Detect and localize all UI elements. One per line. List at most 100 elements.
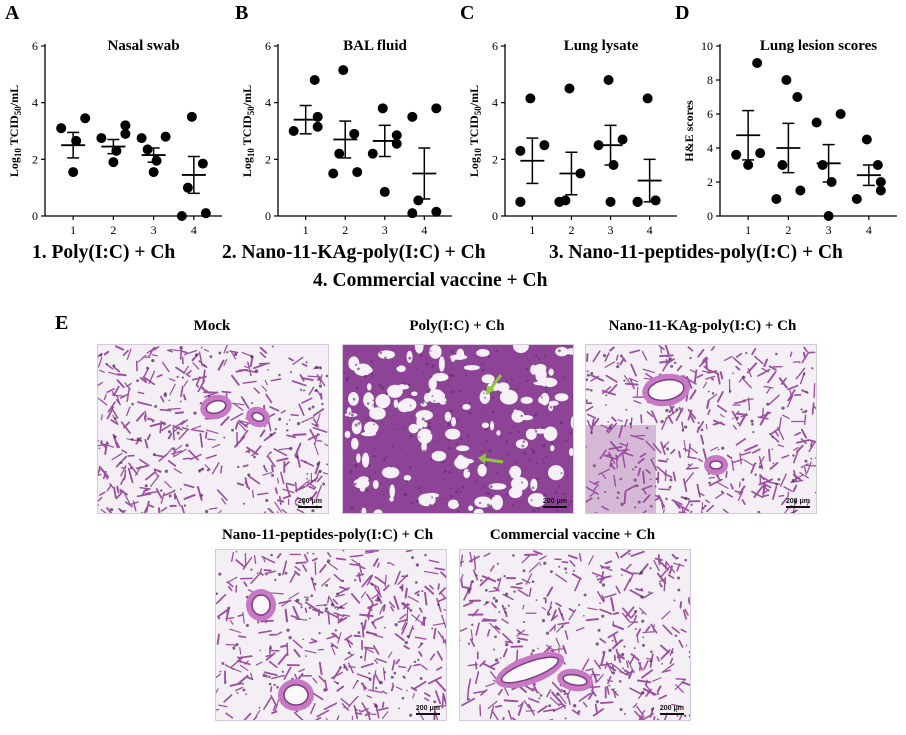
data-point [197,158,208,169]
y-axis-label: Log10 TCID50/mL [7,85,23,177]
x-tick-label: 1 [303,223,309,237]
arrow-icon [486,374,503,395]
data-point [605,196,616,207]
data-point [176,211,187,221]
histology-title-mock: Mock [193,318,231,334]
tissue-texture [216,550,446,720]
x-tick-label: 2 [342,223,348,237]
y-tick-label: 2 [707,175,713,189]
x-tick-label: 2 [110,223,116,237]
chart-title: Lung lysate [564,38,639,54]
data-point [96,133,107,144]
y-tick-label: 6 [32,39,38,53]
histology-image-mock: 200 μm [97,344,329,514]
legend-item-4: 4. Commercial vaccine + Ch [313,270,548,291]
data-point [771,194,782,204]
y-tick-label: 0 [492,209,498,223]
data-point [743,160,754,170]
data-point [431,103,442,114]
histology-image-nano-peptides: 200 μm [215,549,447,721]
data-point [617,134,628,145]
data-point [328,168,339,179]
x-tick-label: 4 [191,223,197,237]
data-point [560,195,571,206]
x-tick-label: 4 [421,223,427,237]
scale-bar: 200 μm [659,705,684,715]
x-tick-label: 1 [745,223,751,237]
data-point [142,144,153,155]
chart-bal-fluid: BAL fluid 0 2 4 6 Log10 TCID50/mL 1 2 3 4 [240,38,452,237]
data-point [200,208,211,219]
x-tick-label: 1 [529,223,535,237]
y-tick-label: 4 [32,96,38,110]
data-point [872,160,883,170]
tissue-background [98,345,328,513]
data-point [817,160,828,170]
histology-title-nano-peptides: Nano-11-peptides-poly(I:C) + Ch [221,527,434,543]
histology-title-nano-kag: Nano-11-KAg-poly(I:C) + Ch [608,318,797,334]
y-tick-label: 4 [265,96,271,110]
airway-structure [278,679,314,711]
data-point [334,148,345,159]
x-tick-label: 3 [151,223,157,237]
data-point [792,92,803,102]
y-axis-label: Log10 TCID50/mL [467,85,483,177]
data-point [182,182,193,193]
y-tick-label: 4 [492,96,498,110]
data-point [349,128,360,139]
tissue-background [216,550,446,720]
data-point [377,103,388,114]
data-point [731,149,742,160]
y-tick-label: 0 [707,209,713,223]
scale-bar: 200 μm [785,498,810,508]
chart-nasal-swab: Nasal swab 0 2 4 6 Log10 TCID50/mL 1 2 3 4 [7,38,222,237]
airway-structure [246,406,270,428]
y-tick-label: 2 [492,152,498,166]
y-tick-label: 0 [265,209,271,223]
data-point [288,126,299,136]
airway-structure [495,651,565,689]
data-point [108,157,119,168]
airway-structure [557,668,593,692]
y-axis-label: Log10 TCID50/mL [240,85,256,177]
data-point [160,131,171,142]
data-point [875,185,886,196]
histology-image-commercial: 200 μm [459,549,691,721]
scale-bar: 200 μm [542,498,567,508]
data-point [80,113,91,124]
data-point [120,120,131,131]
data-point [539,140,550,151]
y-axis-label: H&E scores [682,100,696,162]
scale-bar: 200 μm [297,498,322,508]
x-tick-label: 3 [826,223,832,237]
x-tick-label: 2 [568,223,574,237]
data-point [823,211,834,221]
airway-structure [704,455,728,475]
data-point [379,186,390,197]
x-tick-label: 3 [608,223,614,237]
data-point [352,167,363,178]
data-point [120,128,131,139]
data-point [68,167,79,178]
data-point [407,208,418,219]
arrow-icon [478,453,504,464]
x-tick-label: 4 [866,223,872,237]
histology-title-commercial: Commercial vaccine + Ch [489,527,656,543]
data-point [642,93,653,104]
data-point [752,58,763,68]
data-point [515,145,526,156]
histology-title-poly-ic: Poly(I:C) + Ch [409,318,505,334]
data-point [367,148,378,159]
chart-title: Lung lesion scores [760,38,877,54]
y-tick-label: 10 [701,39,713,53]
data-point [861,134,872,145]
y-tick-label: 6 [707,107,713,121]
data-point [795,185,806,196]
chart-lung-lesion-scores: Lung lesion scores 0 2 4 6 8 10 H&E scores 1 2 3 4 [682,38,897,237]
data-point [312,121,323,132]
legend-item-2: 2. Nano-11-KAg-poly(I:C) + Ch [222,242,486,263]
y-tick-label: 6 [492,39,498,53]
data-point [136,133,147,144]
legend-item-3: 3. Nano-11-peptides-poly(I:C) + Ch [549,242,843,263]
y-tick-label: 6 [265,39,271,53]
